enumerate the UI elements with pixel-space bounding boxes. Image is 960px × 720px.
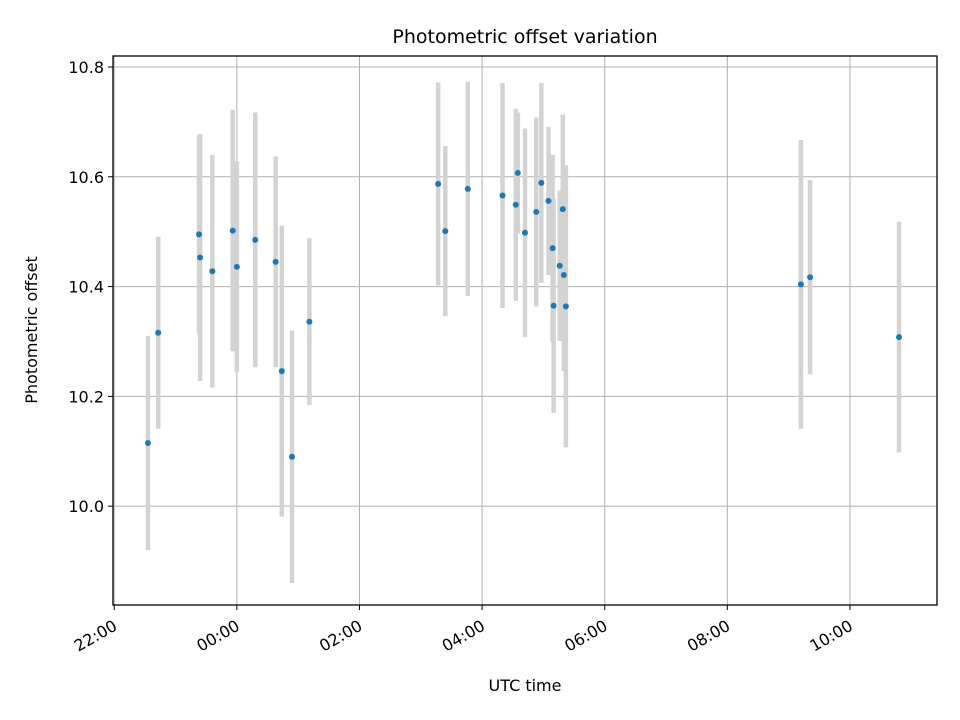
- data-points: [144, 169, 902, 460]
- data-point: [560, 272, 567, 279]
- x-axis-label: UTC time: [489, 676, 562, 695]
- data-point: [252, 236, 259, 243]
- data-point: [562, 303, 569, 310]
- data-point: [559, 206, 566, 213]
- data-point: [144, 440, 151, 447]
- data-point: [464, 185, 471, 192]
- y-tick-label: 10.2: [68, 387, 104, 406]
- y-axis-label: Photometric offset: [22, 256, 41, 404]
- data-point: [197, 254, 204, 261]
- data-point: [272, 258, 279, 265]
- y-axis-ticks: 10.0 10.2 10.4 10.6 10.8: [68, 58, 113, 516]
- data-point: [895, 334, 902, 341]
- data-point: [797, 281, 804, 288]
- y-tick-label: 10.6: [68, 168, 104, 187]
- data-point: [545, 197, 552, 204]
- data-point: [807, 274, 814, 281]
- data-point: [550, 302, 557, 309]
- data-point: [306, 318, 313, 325]
- data-point: [499, 192, 506, 199]
- data-point: [155, 329, 162, 336]
- data-point: [549, 245, 556, 252]
- data-point: [538, 179, 545, 186]
- data-point: [556, 262, 563, 269]
- data-point: [533, 208, 540, 215]
- data-point: [209, 268, 216, 275]
- plot-frame: [112, 55, 938, 606]
- data-point: [522, 229, 528, 236]
- data-point: [289, 453, 296, 460]
- data-point: [512, 201, 519, 208]
- y-tick-label: 10.8: [68, 58, 104, 77]
- chart-title: Photometric offset variation: [392, 26, 657, 48]
- data-point: [514, 169, 521, 176]
- y-tick-label: 10.0: [68, 497, 104, 516]
- data-point: [233, 263, 240, 270]
- y-tick-label: 10.4: [68, 278, 104, 297]
- data-point: [229, 227, 236, 234]
- data-point: [442, 228, 449, 235]
- data-point: [278, 368, 285, 375]
- data-point: [196, 231, 203, 238]
- data-point: [435, 180, 442, 187]
